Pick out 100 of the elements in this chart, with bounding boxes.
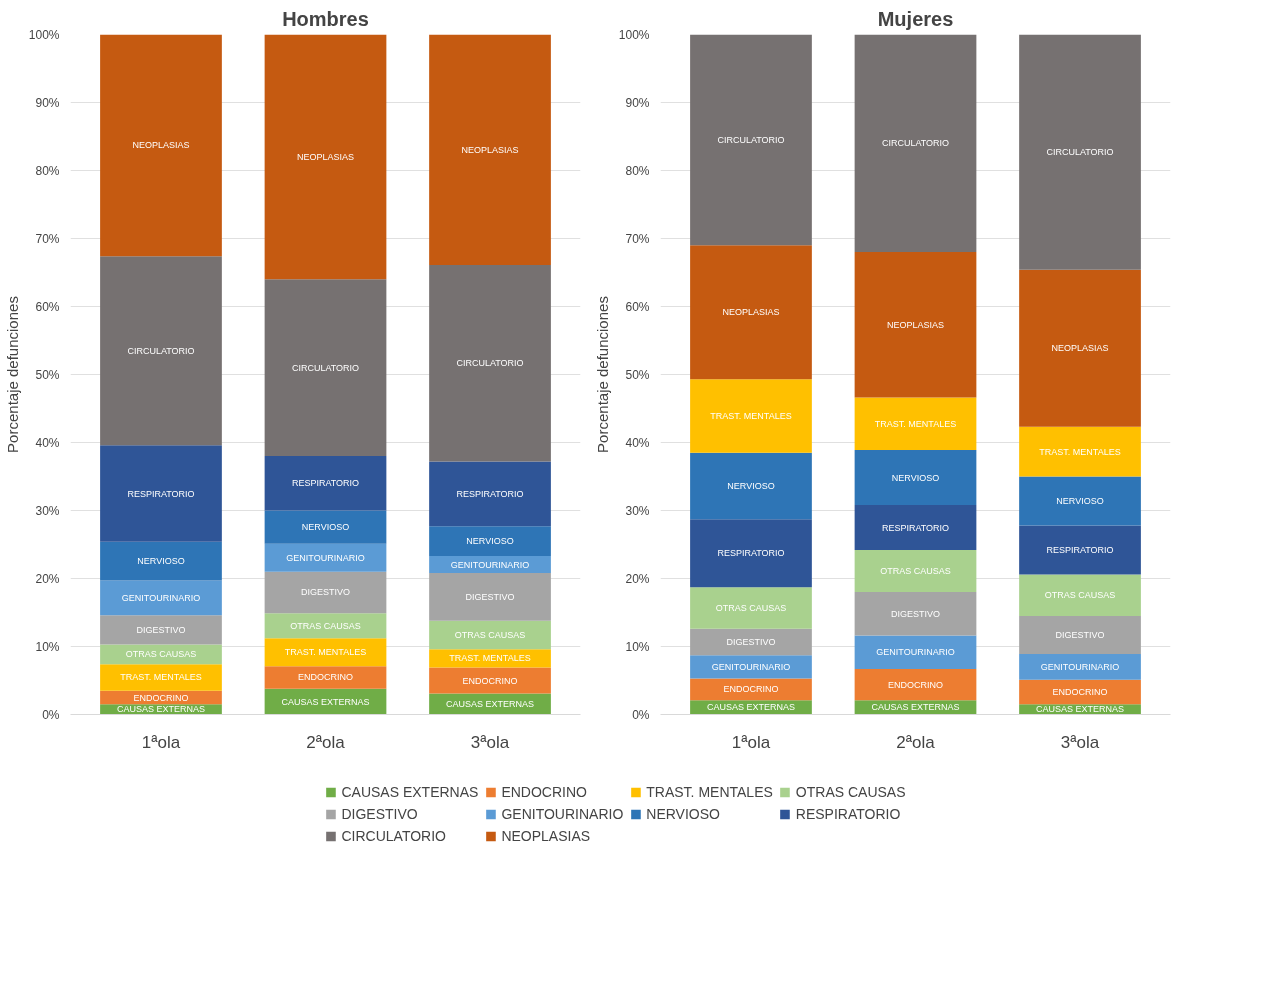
bar [1019,34,1141,270]
bar [429,573,551,621]
bar [100,445,222,542]
series-label: NERVIOSO [1056,495,1104,506]
bar [100,256,222,446]
text: GENITOURINARIO [450,559,530,570]
bar [264,543,387,572]
bar [854,449,977,506]
text: GENITOURINARIO [121,592,201,603]
legend-label: RESPIRATORIO [795,806,901,822]
bar [264,34,387,280]
legend-label: CAUSAS EXTERNAS [341,784,479,800]
bar [100,580,222,616]
bar [1019,679,1141,705]
series-label: NEOPLASIAS [722,307,780,318]
text: NERVIOSO [301,522,350,533]
text: RESPIRATORIO [717,548,785,559]
bar [854,635,977,669]
text: DIGESTIVO [465,591,515,602]
chart-title: Mujeres [877,7,954,30]
text: NEOPLASIAS [132,140,190,151]
y-tick-label: 40% [625,435,650,450]
text: NERVIOSO [727,481,775,492]
text: RESPIRATORIO [456,488,524,499]
bar [264,510,387,544]
x-tick-label: 3ªola [470,732,510,752]
series-label: ENDOCRINO [723,684,779,695]
text: CAUSAS EXTERNAS [281,696,370,707]
legend-label: ENDOCRINO [501,784,587,800]
text: DIGESTIVO [136,624,186,635]
text: RESPIRATORIO [1046,544,1114,555]
series-label: OTRAS CAUSAS [715,603,787,614]
text: CIRCULATORIO [881,138,950,149]
bar [854,505,977,550]
legend-label: NERVIOSO [646,806,720,822]
text: ENDOCRINO [133,692,189,703]
y-tick-label: 10% [625,639,650,654]
text: DIGESTIVO [891,608,941,619]
series-label: GENITOURINARIO [711,661,791,672]
text: NERVIOSO [137,556,185,567]
bar [429,461,551,527]
text: CIRCULATORIO [291,362,360,373]
text: TRAST. MENTALES [874,418,957,429]
text: TRAST. MENTALES [710,410,792,421]
text: OTRAS CAUSAS [290,620,361,631]
y-tick-label: 80% [35,163,60,178]
text: NEOPLASIAS [886,319,945,330]
bar [264,456,387,511]
y-tick-label: 10% [35,639,60,654]
y-tick-label: 50% [35,367,60,382]
bar [429,526,551,557]
bar [690,379,812,453]
bar [1019,653,1141,680]
y-tick-label: 90% [35,95,60,110]
text: NEOPLASIAS [1051,343,1109,354]
x-tick-label: 2ªola [306,732,346,752]
series-label: DIGESTIVO [726,637,776,648]
text: CAUSAS EXTERNAS [706,702,795,713]
bar [100,34,222,257]
bar [429,34,551,266]
text: TRAST. MENTALES [284,647,367,658]
bar [690,678,812,701]
text: GENITOURINARIO [1040,661,1120,672]
legend-label: TRAST. MENTALES [646,784,773,800]
y-tick-label: 100% [28,27,60,42]
y-tick-label: 80% [625,163,650,178]
bar [854,549,977,593]
y-tick-label: 30% [625,503,650,518]
text: CIRCULATORIO [1046,147,1114,158]
y-tick-label: 30% [35,503,60,518]
bar [690,452,812,520]
text: RESPIRATORIO [291,478,360,489]
bar [854,397,977,450]
x-tick-label: 1ªola [141,732,181,752]
text: DIGESTIVO [1055,629,1105,640]
text: ENDOCRINO [1052,687,1108,698]
bar [100,644,222,665]
text: NEOPLASIAS [296,151,355,162]
text: NERVIOSO [466,536,514,547]
legend-label: CIRCULATORIO [341,828,446,844]
bar [690,519,812,588]
y-tick-label: 70% [625,231,650,246]
bar [100,615,222,645]
y-tick-label: 60% [625,299,650,314]
legend-label: OTRAS CAUSAS [795,784,906,800]
bar [1019,615,1141,654]
text: GENITOURINARIO [286,552,365,563]
bar [1019,476,1141,526]
series-label: TRAST. MENTALES [1039,446,1121,457]
y-tick-label: 20% [625,571,650,586]
text: RESPIRATORIO [127,488,195,499]
text: CAUSAS EXTERNAS [116,704,205,715]
y-tick-label: 100% [618,27,650,42]
bar [264,638,387,667]
text: OTRAS CAUSAS [454,629,526,640]
bar [429,620,551,650]
y-tick-label: 70% [35,231,60,246]
y-tick-label: 20% [35,571,60,586]
bar [100,664,222,691]
text: CAUSAS EXTERNAS [871,702,960,713]
